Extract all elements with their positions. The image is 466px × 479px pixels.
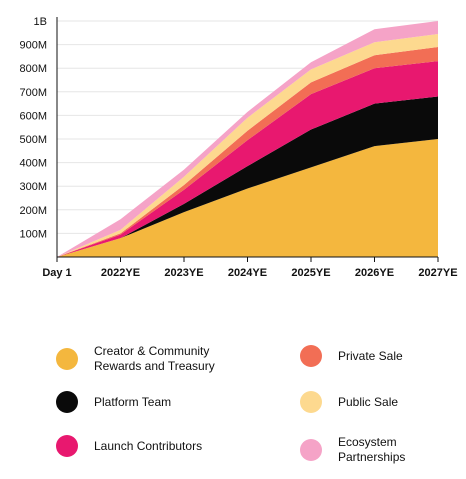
legend-label: Ecosystem Partnerships — [338, 435, 406, 464]
x-tick-label: 2023YE — [164, 267, 203, 279]
y-axis-tick-labels: 100M 200M 300M 400M 500M 600M 700M 800M 900M 1B — [19, 16, 47, 240]
legend-label: Platform Team — [94, 394, 172, 409]
area-series-0 — [57, 139, 438, 257]
legend-swatch — [56, 391, 78, 413]
legend-swatch — [300, 391, 322, 413]
y-tick-label: 300M — [19, 181, 47, 193]
legend-label: Creator & Community Rewards and Treasury — [94, 344, 215, 373]
y-tick-label: 200M — [19, 205, 47, 217]
x-tick-label: Day 1 — [42, 267, 71, 279]
x-tick-label: 2027YE — [418, 267, 457, 279]
x-axis-tick-labels: Day 1 2022YE 2023YE 2024YE 2025YE 2026YE 2027Y… — [42, 267, 457, 279]
area-series-2 — [57, 61, 438, 258]
area-series-1 — [57, 96, 438, 258]
x-tick-label: 2024YE — [228, 267, 267, 279]
y-tick-label: 900M — [19, 40, 47, 52]
area-series — [57, 21, 438, 258]
legend-swatch — [300, 439, 322, 461]
stacked-area-chart: 100M 200M 300M 400M 500M 600M 700M 800M 900M 1B D… — [19, 16, 457, 279]
y-tick-label: 400M — [19, 158, 47, 170]
legend-swatch — [56, 435, 78, 457]
x-tick-label: 2026YE — [355, 267, 394, 279]
y-tick-label: 100M — [19, 228, 47, 240]
axes — [56, 17, 439, 262]
legend-swatch — [56, 348, 78, 370]
y-tick-label: 800M — [19, 63, 47, 75]
y-tick-label: 1B — [34, 16, 47, 28]
y-tick-label: 500M — [19, 134, 47, 146]
legend-item: Platform Team — [56, 391, 171, 413]
legend-item: Private Sale — [300, 345, 403, 367]
y-tick-label: 600M — [19, 110, 47, 122]
legend-item: Creator & Community Rewards and Treasury — [56, 344, 215, 374]
legend-item: Public Sale — [300, 391, 398, 413]
y-tick-label: 700M — [19, 87, 47, 99]
legend-item: Launch Contributors — [56, 435, 202, 457]
area-series-5 — [57, 21, 438, 257]
legend-label: Launch Contributors — [94, 438, 203, 453]
x-tick-label: 2025YE — [291, 267, 330, 279]
legend-label: Public Sale — [338, 394, 399, 409]
legend-swatch — [300, 345, 322, 367]
x-tick-label: 2022YE — [101, 267, 140, 279]
legend-item: Ecosystem Partnerships — [300, 435, 405, 465]
legend: Creator & Community Rewards and Treasury… — [0, 335, 466, 475]
legend-label: Private Sale — [338, 348, 403, 363]
